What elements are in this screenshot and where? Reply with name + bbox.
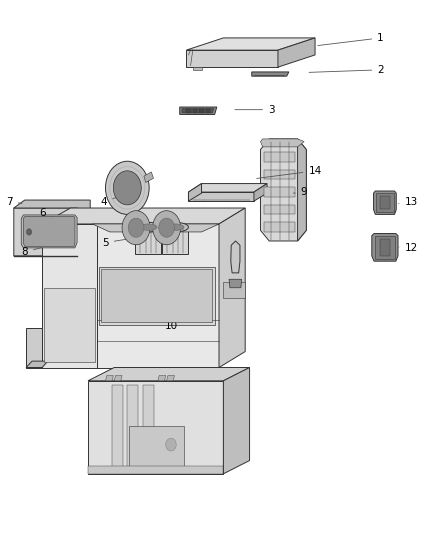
- Text: 2: 2: [309, 65, 384, 75]
- Polygon shape: [92, 224, 219, 232]
- Polygon shape: [42, 224, 97, 368]
- Polygon shape: [374, 191, 396, 214]
- Polygon shape: [106, 375, 113, 381]
- Polygon shape: [112, 384, 123, 471]
- Text: 7: 7: [6, 197, 22, 207]
- Polygon shape: [88, 466, 223, 474]
- Ellipse shape: [166, 224, 184, 230]
- Polygon shape: [193, 67, 201, 70]
- Polygon shape: [376, 193, 394, 212]
- Polygon shape: [97, 224, 219, 368]
- Circle shape: [152, 211, 180, 245]
- Text: 10: 10: [155, 311, 177, 331]
- Polygon shape: [264, 205, 295, 214]
- Polygon shape: [186, 50, 278, 67]
- Text: 6: 6: [39, 208, 53, 219]
- Polygon shape: [127, 384, 138, 471]
- Text: 5: 5: [102, 236, 146, 247]
- Polygon shape: [21, 215, 77, 248]
- Text: 12: 12: [399, 243, 418, 253]
- Polygon shape: [114, 375, 122, 381]
- Polygon shape: [186, 38, 315, 50]
- Polygon shape: [14, 200, 90, 214]
- Text: 9: 9: [293, 187, 307, 197]
- Circle shape: [166, 438, 176, 451]
- Polygon shape: [375, 236, 395, 259]
- Polygon shape: [42, 208, 245, 224]
- Polygon shape: [206, 109, 210, 113]
- Polygon shape: [26, 328, 42, 368]
- Polygon shape: [101, 269, 212, 322]
- Polygon shape: [278, 38, 315, 67]
- Text: 13: 13: [399, 197, 418, 207]
- Polygon shape: [264, 187, 295, 197]
- Polygon shape: [158, 375, 166, 381]
- Polygon shape: [264, 152, 295, 162]
- Polygon shape: [188, 183, 267, 192]
- Polygon shape: [297, 139, 306, 241]
- Polygon shape: [380, 239, 390, 256]
- Polygon shape: [144, 172, 153, 182]
- Text: 1: 1: [318, 33, 384, 45]
- Polygon shape: [219, 208, 245, 368]
- Circle shape: [128, 218, 144, 237]
- Polygon shape: [223, 368, 250, 474]
- Polygon shape: [186, 109, 191, 113]
- Text: 4: 4: [100, 196, 123, 207]
- Polygon shape: [372, 233, 398, 261]
- Polygon shape: [261, 139, 306, 241]
- Ellipse shape: [140, 224, 157, 230]
- Polygon shape: [231, 241, 240, 273]
- Polygon shape: [199, 109, 204, 113]
- Text: 14: 14: [257, 166, 321, 179]
- Polygon shape: [44, 288, 95, 362]
- Polygon shape: [188, 192, 254, 201]
- Ellipse shape: [162, 222, 188, 232]
- Circle shape: [122, 211, 150, 245]
- Polygon shape: [26, 361, 48, 368]
- Polygon shape: [193, 109, 197, 113]
- Polygon shape: [261, 139, 304, 147]
- Polygon shape: [188, 183, 201, 201]
- Circle shape: [106, 161, 149, 214]
- Polygon shape: [88, 368, 250, 381]
- Polygon shape: [162, 227, 188, 254]
- Polygon shape: [223, 282, 245, 298]
- Polygon shape: [229, 279, 242, 288]
- Polygon shape: [182, 109, 214, 113]
- Polygon shape: [254, 183, 267, 201]
- Text: 3: 3: [235, 104, 275, 115]
- Circle shape: [159, 218, 174, 237]
- Polygon shape: [14, 208, 90, 256]
- Polygon shape: [88, 381, 223, 474]
- Text: 8: 8: [21, 247, 42, 257]
- Circle shape: [26, 229, 32, 235]
- Circle shape: [113, 171, 141, 205]
- Polygon shape: [99, 266, 215, 325]
- Polygon shape: [264, 169, 295, 179]
- Polygon shape: [252, 72, 289, 76]
- Polygon shape: [143, 384, 153, 471]
- Polygon shape: [166, 375, 174, 381]
- Polygon shape: [135, 227, 161, 254]
- Polygon shape: [23, 216, 75, 246]
- Polygon shape: [380, 196, 390, 209]
- Ellipse shape: [135, 222, 161, 232]
- Polygon shape: [130, 426, 184, 469]
- Polygon shape: [180, 107, 217, 115]
- Polygon shape: [264, 222, 295, 232]
